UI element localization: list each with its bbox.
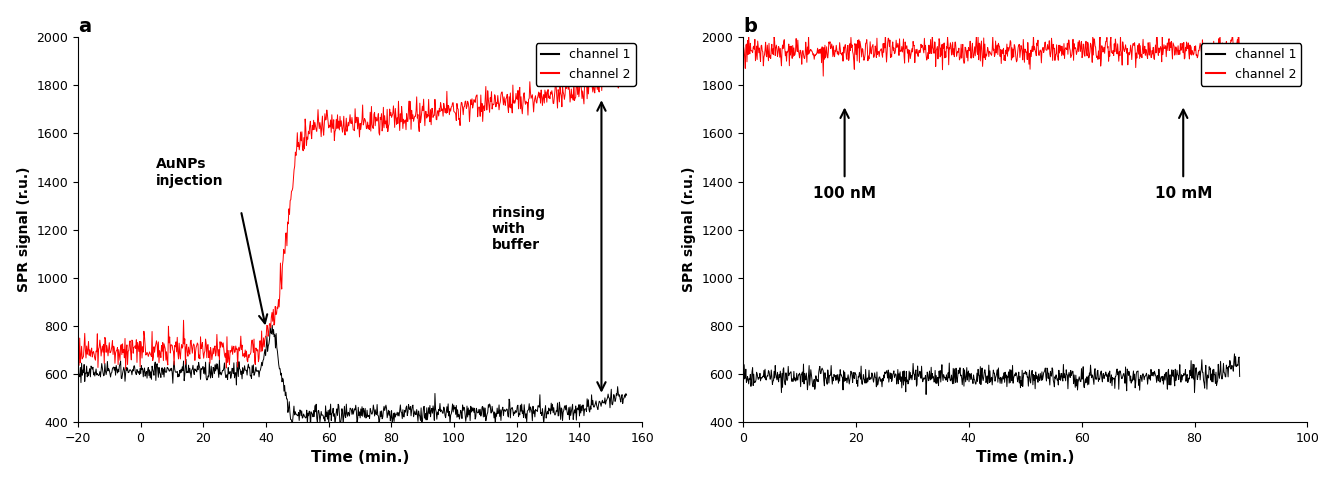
Text: 100 nM: 100 nM (814, 187, 876, 201)
Text: 10 mM: 10 mM (1154, 187, 1212, 201)
Y-axis label: SPR signal (r.u.): SPR signal (r.u.) (16, 167, 31, 293)
X-axis label: Time (min.): Time (min.) (977, 450, 1074, 465)
Text: b: b (743, 17, 758, 36)
X-axis label: Time (min.): Time (min.) (311, 450, 409, 465)
Y-axis label: SPR signal (r.u.): SPR signal (r.u.) (681, 167, 696, 293)
Text: AuNPs
injection: AuNPs injection (156, 158, 224, 187)
Legend: channel 1, channel 2: channel 1, channel 2 (1201, 43, 1301, 86)
Legend: channel 1, channel 2: channel 1, channel 2 (536, 43, 636, 86)
Text: a: a (77, 17, 91, 36)
Text: rinsing
with
buffer: rinsing with buffer (492, 206, 545, 252)
